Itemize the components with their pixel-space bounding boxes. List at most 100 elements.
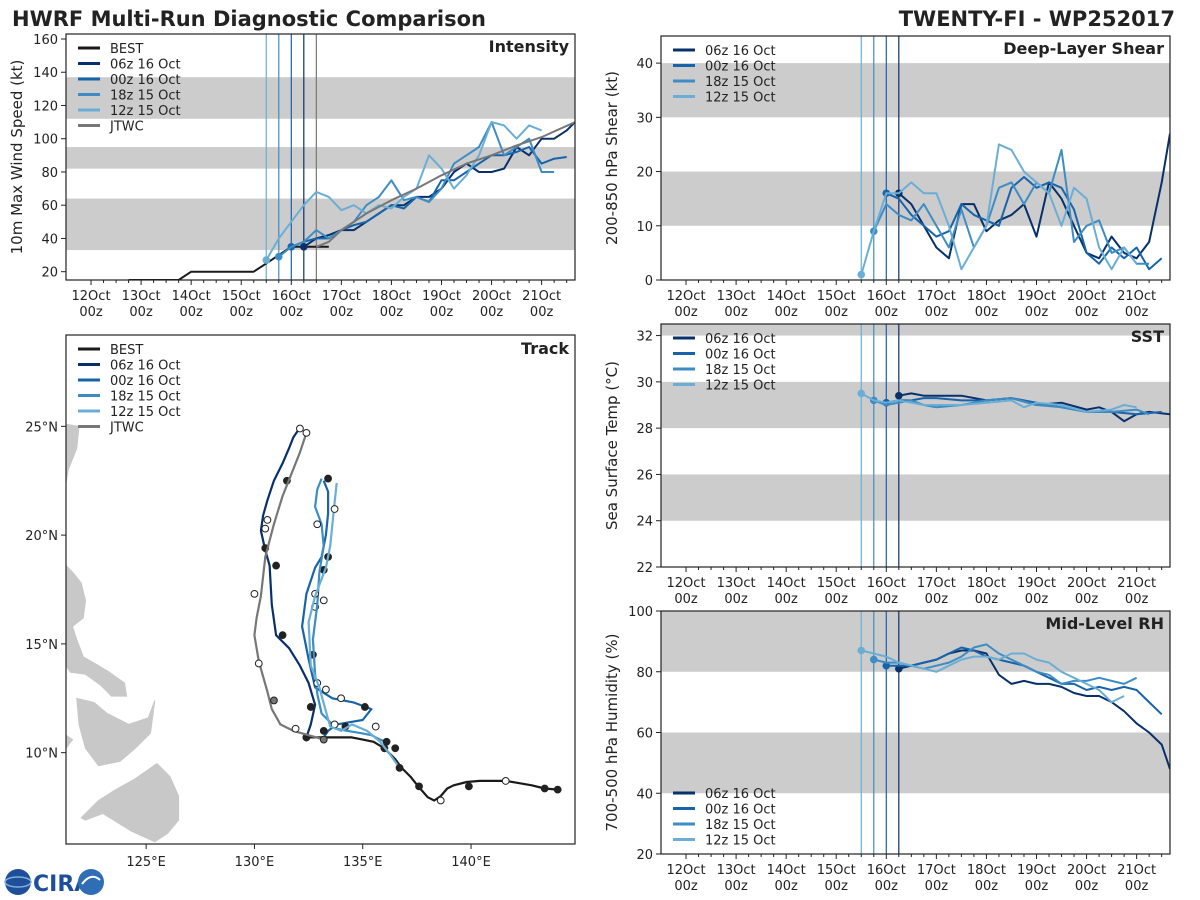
legend-label: JTWC xyxy=(109,120,144,135)
x-tick-label: 14Oct xyxy=(767,576,806,591)
panel-title: Track xyxy=(521,339,569,358)
track-position-marker xyxy=(296,424,304,433)
y-tick-label: 100 xyxy=(33,133,58,148)
x-tick-label: 19Oct xyxy=(422,289,461,304)
x-tick-label-hour: 00z xyxy=(674,305,698,320)
series-marker xyxy=(262,256,271,264)
y-tick-label: 140 xyxy=(33,66,58,81)
shaded-band-1 xyxy=(661,611,1170,672)
x-tick-label-hour: 00z xyxy=(1125,592,1149,607)
x-tick-label-hour: 00z xyxy=(1025,305,1049,320)
track-position-marker xyxy=(254,659,263,668)
plot-frame xyxy=(65,334,576,845)
x-tick-label: 13Oct xyxy=(717,863,756,878)
y-tick-label: 100 xyxy=(628,605,653,620)
y-tick-label: 30 xyxy=(636,111,653,126)
x-tick-label: 19Oct xyxy=(1017,289,1056,304)
x-tick-label-hour: 00z xyxy=(179,305,203,320)
x-tick-label-hour: 00z xyxy=(875,879,899,894)
land-mindanao xyxy=(80,762,180,843)
y-tick-label: 10 xyxy=(636,220,653,235)
series-line-12z-15-oct xyxy=(861,649,1125,704)
track-position-marker xyxy=(337,694,345,703)
x-tick-label: 16Oct xyxy=(272,289,311,304)
x-tick-label: 18Oct xyxy=(967,289,1006,304)
x-tick-label: 12Oct xyxy=(667,289,706,304)
track-position-marker xyxy=(302,428,311,437)
y-tick-label: 32 xyxy=(636,330,653,345)
track-position-marker xyxy=(361,703,369,711)
y-axis-label: 10m Max Wind Speed (kt) xyxy=(8,60,26,255)
y-tick-label: 60 xyxy=(41,199,58,214)
shaded-band-0 xyxy=(66,198,575,251)
y-tick-label: 26 xyxy=(636,468,653,483)
x-tick-label: 21Oct xyxy=(1117,289,1156,304)
y-tick-label: 0 xyxy=(645,274,653,289)
track-line-best xyxy=(306,736,558,802)
x-tick-label: 17Oct xyxy=(917,863,956,878)
track-position-marker xyxy=(250,589,259,598)
track-panel: 125°E 130°E 135°E 140°E 10°N 15°N 20°N 25°N Trac… xyxy=(25,334,576,870)
x-tick-label: 20Oct xyxy=(1067,863,1106,878)
x-tick-label: 17Oct xyxy=(322,289,361,304)
land-philippines_mid xyxy=(76,697,156,767)
legend-label: JTWC xyxy=(109,421,144,436)
legend-label: 06z 16 Oct xyxy=(110,359,181,374)
lon-tick-label: 140°E xyxy=(451,855,491,870)
track-position-marker xyxy=(278,631,287,640)
track-line-12z-15-oct xyxy=(307,482,401,769)
series-marker xyxy=(300,242,308,251)
track-position-marker xyxy=(415,782,423,791)
x-tick-label: 13Oct xyxy=(717,289,756,304)
series-line-jtwc xyxy=(315,121,575,248)
x-tick-label-hour: 00z xyxy=(280,305,304,320)
x-tick-label: 15Oct xyxy=(817,289,856,304)
x-tick-label: 21Oct xyxy=(1117,576,1156,591)
track-position-marker xyxy=(553,785,562,794)
series-line-best xyxy=(128,245,329,280)
legend-label: 00z 16 Oct xyxy=(705,60,776,75)
globe-ring-icon xyxy=(4,876,32,888)
lon-tick-label: 135°E xyxy=(343,855,383,870)
x-tick-label: 16Oct xyxy=(867,863,906,878)
legend-label: 00z 16 Oct xyxy=(110,374,181,389)
series-line-12z-15-oct xyxy=(860,143,1138,275)
x-tick-label: 20Oct xyxy=(1067,576,1106,591)
x-tick-label-hour: 00z xyxy=(1075,879,1099,894)
shaded-band-1 xyxy=(66,147,575,169)
x-tick-label: 21Oct xyxy=(1117,863,1156,878)
panel-title: SST xyxy=(1131,327,1164,346)
x-tick-label-hour: 00z xyxy=(674,592,698,607)
shaded-band-2 xyxy=(66,77,575,119)
series-marker xyxy=(857,389,866,398)
y-tick-label: 30 xyxy=(636,376,653,391)
series-line-18z-15-oct xyxy=(872,148,1150,265)
track-position-marker xyxy=(319,726,328,735)
x-tick-label-hour: 00z xyxy=(380,305,404,320)
series-line-12z-15-oct xyxy=(265,121,542,261)
x-tick-label: 15Oct xyxy=(817,863,856,878)
series-marker xyxy=(869,655,878,664)
legend-label: BEST xyxy=(110,343,143,358)
badge-swirl-icon xyxy=(81,875,101,885)
y-tick-label: 160 xyxy=(33,33,58,48)
lat-tick-label: 20°N xyxy=(25,529,58,544)
legend-label: 12z 15 Oct xyxy=(110,104,181,119)
x-tick-label-hour: 00z xyxy=(724,879,748,894)
sst-panel: 12Oct00z13Oct00z14Oct00z15Oct00z16Oct00z… xyxy=(603,323,1171,607)
track-position-marker xyxy=(272,561,280,570)
x-tick-label-hour: 00z xyxy=(230,305,254,320)
lon-tick-label: 130°E xyxy=(235,855,275,870)
y-axis-label: 700-500 hPa Humidity (%) xyxy=(603,633,621,831)
land-philippines_north xyxy=(66,564,128,697)
panel-title: Intensity xyxy=(489,37,570,56)
x-tick-label-hour: 00z xyxy=(825,592,849,607)
land-palawan xyxy=(66,734,74,750)
track-position-marker xyxy=(501,777,510,785)
x-tick-label-hour: 00z xyxy=(875,305,899,320)
track-position-marker xyxy=(330,505,339,513)
y-axis-label: Sea Surface Temp (°C) xyxy=(603,361,621,530)
y-tick-label: 40 xyxy=(636,787,653,802)
y-tick-label: 60 xyxy=(636,727,653,742)
series-marker xyxy=(274,252,283,261)
